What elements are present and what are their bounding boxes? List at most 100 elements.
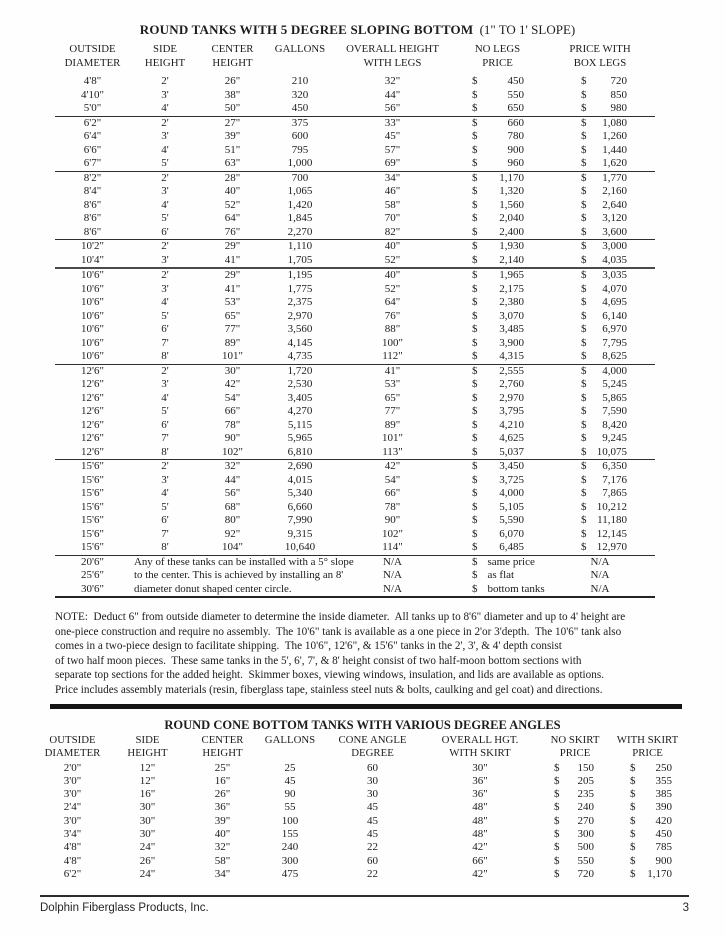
- dollar-sign: $: [554, 801, 560, 814]
- col-header-3: GALLONS: [265, 43, 335, 75]
- cell-with-skirt-price: $1,170: [610, 868, 685, 881]
- cell-gallons: 1,720: [265, 363, 335, 378]
- dollar-sign: $: [581, 225, 587, 238]
- price: $9,245: [581, 432, 627, 446]
- cell-overall-height-with-legs: 66": [384, 487, 401, 499]
- price-value: 270: [577, 814, 595, 827]
- price-value: 6,070: [499, 527, 524, 540]
- price: $1,620: [581, 157, 627, 171]
- cell-center-height: 40": [214, 828, 231, 841]
- col-header-line: PRICE: [559, 747, 591, 760]
- price: $12,970: [581, 541, 627, 555]
- cell-overall-height-with-legs: 70": [384, 212, 401, 224]
- cell-outside-diameter: 6'6": [83, 143, 102, 156]
- cell-overall-height-na: N/A: [383, 569, 402, 581]
- dollar-sign: $: [472, 171, 478, 184]
- dollar-sign: $: [581, 198, 587, 211]
- cell-center-height: 64": [224, 212, 241, 224]
- col-header-line: WITH SKIRT: [449, 747, 511, 760]
- cell-overall-height-with-legs: 113": [382, 445, 403, 458]
- cell-center-height: 42": [224, 378, 241, 390]
- dollar-sign: $: [581, 185, 587, 197]
- cell-no-legs-price: $5,037: [450, 446, 545, 460]
- dollar-sign: $: [472, 432, 478, 444]
- price-value: 7,176: [602, 473, 627, 486]
- cell-no-legs-price: $2,140: [450, 254, 545, 269]
- special-row: 25'6" to the center. This is achieved by …: [55, 569, 655, 583]
- cell-center-height: 41": [224, 282, 241, 295]
- dollar-sign: $: [581, 296, 587, 308]
- dollar-sign: $: [554, 814, 560, 827]
- section-divider-bar: [50, 703, 682, 709]
- cell-overall-height-with-legs: 53": [384, 378, 401, 390]
- col-header-6: NO SKIRT PRICE: [540, 734, 610, 762]
- cell-gallons: 25: [284, 761, 296, 774]
- price-value: 1,440: [602, 143, 627, 156]
- dollar-sign: $: [581, 336, 587, 349]
- cell-no-legs-price: $450: [450, 75, 545, 89]
- cell-gallons: 1,705: [287, 253, 313, 266]
- price: $3,485: [472, 323, 524, 337]
- cell-side-height: 4': [161, 143, 169, 156]
- cell-gallons: 7,990: [287, 514, 313, 526]
- price: $5,245: [581, 378, 627, 392]
- cell-special-price: $ same price: [450, 554, 545, 569]
- dollar-sign: $: [554, 774, 560, 787]
- cell-no-legs-price: $2,970: [450, 392, 545, 406]
- cell-gallons: 4,145: [287, 336, 313, 349]
- price-value: 4,315: [499, 350, 524, 362]
- cell-outside-diameter: 12'6": [81, 432, 104, 444]
- cell-overall-hgt-with-skirt: 36": [472, 788, 488, 801]
- cell-side-height: 3': [161, 473, 169, 486]
- cell-no-legs-price: $4,210: [450, 419, 545, 433]
- col-header-line: HEIGHT: [144, 56, 186, 69]
- cell-gallons: 9,315: [287, 527, 313, 540]
- price: $2,040: [472, 212, 524, 226]
- col-header-line: NO LEGS: [474, 43, 521, 55]
- cell-outside-diameter: 12'6": [55, 363, 130, 378]
- cell-no-legs-price: $5,590: [450, 514, 545, 528]
- col-header-line: SIDE: [153, 43, 177, 55]
- dollar-sign: $: [630, 854, 636, 867]
- price: $205: [554, 775, 594, 788]
- price: $3,725: [472, 474, 524, 488]
- cell-outside-diameter: 3'4": [63, 828, 82, 841]
- cell-outside-diameter: 10'6": [81, 350, 104, 362]
- cell-price-with-box-legs: $3,000: [545, 239, 655, 254]
- cell-gallons: 3,560: [287, 323, 313, 335]
- tank-row: 15'6" 7' 92" 9,315 102" $6,070 $12,145: [55, 528, 655, 542]
- col-header-line: WITH LEGS: [363, 56, 422, 69]
- cell-gallons: 375: [265, 115, 335, 130]
- dollar-sign: $: [472, 240, 478, 252]
- note-line: of two half moon pieces. These same tank…: [55, 654, 582, 667]
- cell-overall-height-with-legs: 54": [384, 473, 401, 486]
- tank-row: 6'2" 2' 27" 375 33" $660 $1,080: [55, 115, 655, 130]
- tank-row: 15'6" 6' 80" 7,990 90" $5,590 $11,180: [55, 514, 655, 528]
- price-value: 205: [577, 774, 595, 787]
- dollar-sign: $: [581, 500, 587, 513]
- dollar-sign: $: [581, 514, 587, 526]
- cell-overall-height-with-legs: 41": [335, 363, 450, 378]
- dollar-sign: $: [630, 774, 636, 787]
- dollar-sign: $: [472, 323, 478, 335]
- price: $7,590: [581, 405, 627, 419]
- price-value: 785: [655, 841, 673, 854]
- price: $8,625: [581, 350, 627, 364]
- cell-no-legs-price: $3,725: [450, 474, 545, 488]
- price-value: 3,900: [499, 336, 524, 349]
- cell-cone-angle-degree: 30: [367, 788, 378, 801]
- note-line: comes in a two-piece design to facilitat…: [55, 640, 562, 653]
- price: $2,380: [472, 296, 524, 310]
- price: $6,070: [472, 528, 524, 542]
- cell-side-height: 3': [161, 378, 169, 390]
- price-value: 5,037: [499, 445, 524, 458]
- cell-overall-height-with-legs: 33": [335, 115, 450, 130]
- price: $2,160: [581, 185, 627, 199]
- dollar-sign: $: [472, 473, 478, 486]
- cell-cone-angle-degree: 22: [367, 841, 378, 854]
- cell-center-height: 41": [224, 253, 241, 266]
- price-value: 5,245: [602, 378, 627, 390]
- price: $240: [554, 801, 594, 814]
- cell-gallons: 10,640: [284, 541, 316, 553]
- cell-overall-hgt-with-skirt: 48": [472, 801, 488, 814]
